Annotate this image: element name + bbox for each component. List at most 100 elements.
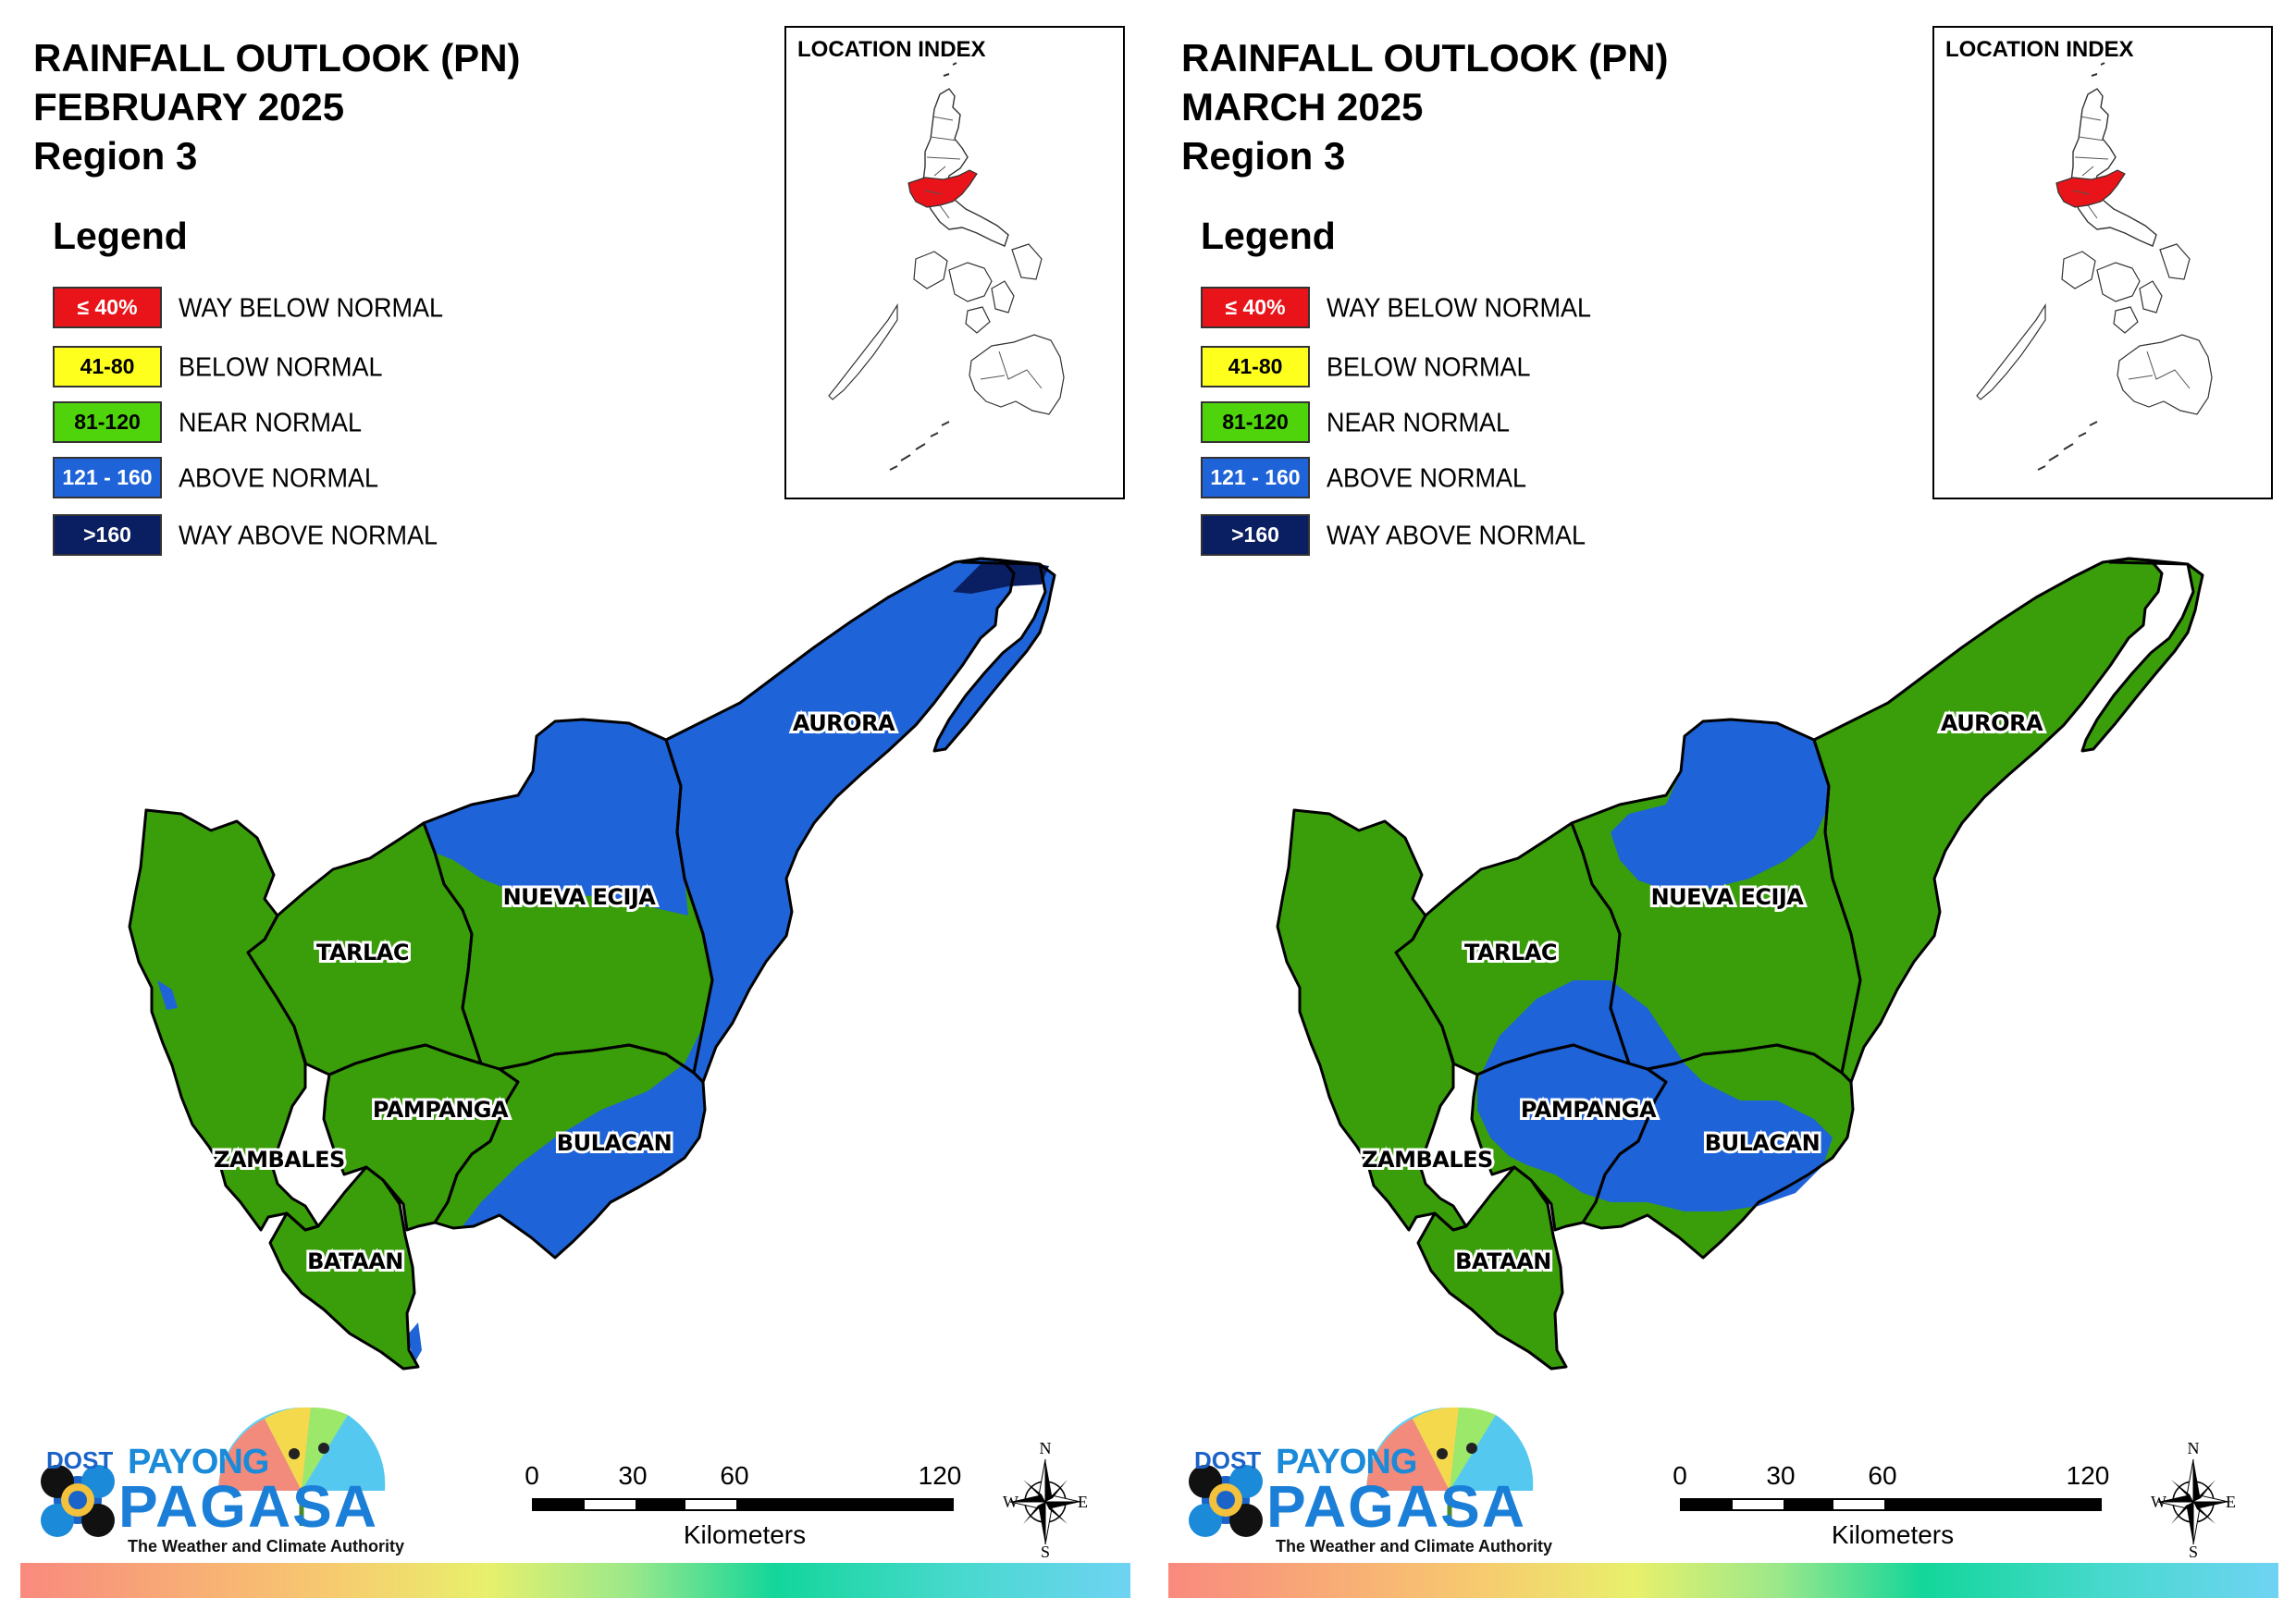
location-index-label: LOCATION INDEX xyxy=(1945,37,2134,62)
scale-tick-0: 0 xyxy=(1673,1461,1687,1490)
rainfall-zone-above xyxy=(934,559,1055,751)
mindoro-outline xyxy=(2061,251,2096,289)
province-label-pampanga: PAMPANGA xyxy=(373,1097,509,1123)
visayas-outline xyxy=(2096,243,2191,334)
scale-bar: 0 30 60 120 Kilometers xyxy=(518,1461,961,1563)
legend-label: WAY BELOW NORMAL xyxy=(179,293,444,323)
legend-swatch: 41-80 xyxy=(1201,346,1310,387)
region-3-highlight xyxy=(2055,169,2126,208)
rainfall-zone-near xyxy=(324,1045,518,1230)
province-label-aurora: AURORA xyxy=(1941,710,2043,736)
province-label-bataan: BATAAN xyxy=(1455,1248,1551,1274)
scale-tick-30: 30 xyxy=(1766,1461,1796,1490)
rainfall-zone-above xyxy=(424,719,688,916)
logo-pagasa-text: PAGASA xyxy=(1266,1473,1527,1540)
sulu-islands xyxy=(889,421,950,471)
rainfall-fill-layer xyxy=(130,559,1055,1369)
legend-label: ABOVE NORMAL xyxy=(1327,463,1527,493)
footer-gradient-bar xyxy=(1168,1563,2278,1598)
legend-title: Legend xyxy=(53,215,188,257)
province-label-nueva-ecija: NUEVA ECIJA xyxy=(1651,884,1805,910)
region-3-highlight xyxy=(907,169,978,208)
legend-swatch: 121 - 160 xyxy=(53,457,162,498)
province-border-bataan xyxy=(1416,1165,1568,1371)
legend-swatch: 41-80 xyxy=(53,346,162,387)
rainfall-outlook-panel-march: RAINFALL OUTLOOK (PN) MARCH 2025 Region … xyxy=(1148,0,2296,1623)
legend-label: NEAR NORMAL xyxy=(1327,408,1511,437)
scale-tick-0: 0 xyxy=(525,1461,539,1490)
mindanao-inner-lines xyxy=(980,350,1043,389)
scale-tick-60: 60 xyxy=(720,1461,749,1490)
province-label-zambales: ZAMBALES xyxy=(214,1147,345,1173)
province-label-zambales: ZAMBALES xyxy=(1362,1147,1493,1173)
logo-tagline: The Weather and Climate Authority xyxy=(1276,1537,1553,1555)
umbrella-icon xyxy=(41,1407,386,1537)
legend-swatch: ≤ 40% xyxy=(53,287,162,328)
title-line-2: FEBRUARY 2025 xyxy=(33,85,345,129)
rainfall-zone-above xyxy=(407,1322,422,1363)
legend-label: WAY ABOVE NORMAL xyxy=(1327,521,1586,550)
compass-e: E xyxy=(1078,1493,1088,1511)
north-arrow-compass: N S W E xyxy=(1003,1441,1088,1561)
compass-n: N xyxy=(2188,1441,2200,1457)
scale-tick-60: 60 xyxy=(1868,1461,1897,1490)
scale-unit-label: Kilometers xyxy=(1831,1520,1955,1549)
logo-payong-text: PAYONG xyxy=(1276,1443,1417,1482)
compass-s: S xyxy=(1041,1543,1050,1561)
compass-s: S xyxy=(2189,1543,2198,1561)
province-border-aurora xyxy=(1812,557,2164,1084)
province-labels: AURORA NUEVA ECIJA TARLAC PAMPANGA ZAMBALES B… xyxy=(1359,707,2046,1277)
rainfall-zone-above xyxy=(463,1027,705,1258)
luzon-outline xyxy=(2070,88,2157,247)
scale-segment xyxy=(585,1500,636,1509)
rainfall-zone-near xyxy=(1418,1167,1566,1369)
rainfall-zone-near xyxy=(2082,559,2203,751)
rainfall-zone-above xyxy=(666,559,1014,1082)
location-index: LOCATION INDEX xyxy=(784,26,1125,499)
logo-dost-text: DOST xyxy=(1194,1446,1262,1474)
payong-pagasa-logo: DOST PAYONG PAGASA The Weather and Clima… xyxy=(1181,1387,1553,1563)
compass-n: N xyxy=(1040,1441,1052,1457)
logo-tagline: The Weather and Climate Authority xyxy=(128,1537,405,1555)
title-line-2: MARCH 2025 xyxy=(1181,85,1424,129)
province-lines xyxy=(924,116,961,219)
map-title: RAINFALL OUTLOOK (PN) FEBRUARY 2025 Regi… xyxy=(33,33,521,180)
rainfall-zone-near xyxy=(270,1167,418,1369)
province-border-aurora_tip xyxy=(932,557,1056,753)
philippines-index-map xyxy=(1976,62,2213,471)
north-arrow-compass: N S W E xyxy=(2151,1441,2236,1561)
palawan-outline xyxy=(1976,302,2046,400)
footer-gradient-bar xyxy=(20,1563,1130,1598)
province-borders xyxy=(128,557,1056,1371)
legend-title: Legend xyxy=(1201,215,1336,257)
legend-label: WAY BELOW NORMAL xyxy=(1327,293,1592,323)
province-border-bulacan xyxy=(1581,1043,1855,1260)
province-label-bulacan: BULACAN xyxy=(557,1130,672,1156)
scale-bar: 0 30 60 120 Kilometers xyxy=(1666,1461,2109,1563)
scale-bar-graphic xyxy=(1680,1498,2102,1511)
scale-segment xyxy=(1833,1500,1884,1509)
province-labels: AURORA NUEVA ECIJA TARLAC PAMPANGA ZAMBALES B… xyxy=(211,707,898,1277)
legend-swatch: >160 xyxy=(1201,514,1310,556)
rainfall-zone-above xyxy=(1477,980,1833,1211)
region-3-map: AURORA NUEVA ECIJA TARLAC PAMPANGA ZAMBALES B… xyxy=(1276,557,2204,1371)
rainfall-zone-above xyxy=(1611,719,1829,893)
province-border-bulacan xyxy=(433,1043,707,1260)
title-line-3: Region 3 xyxy=(1181,134,1346,178)
rainfall-zone-near xyxy=(1278,810,1466,1230)
batanes-islands xyxy=(2091,62,2105,77)
province-label-aurora: AURORA xyxy=(793,710,895,736)
province-label-tarlac: TARLAC xyxy=(316,940,409,965)
palawan-outline xyxy=(828,302,898,400)
map-title: RAINFALL OUTLOOK (PN) MARCH 2025 Region … xyxy=(1181,33,1669,180)
mindanao-inner-lines xyxy=(2128,350,2191,389)
province-label-tarlac: TARLAC xyxy=(1464,940,1557,965)
visayas-outline xyxy=(948,243,1043,334)
province-border-aurora_tip xyxy=(2080,557,2204,753)
rainfall-fill-layer xyxy=(1278,559,2203,1369)
rainfall-zone-near xyxy=(1814,559,2162,1082)
luzon-outline xyxy=(922,88,1009,247)
rainfall-zone-above xyxy=(157,980,178,1010)
batanes-islands xyxy=(943,62,957,77)
rainfall-zone-wayabove xyxy=(953,562,1049,594)
